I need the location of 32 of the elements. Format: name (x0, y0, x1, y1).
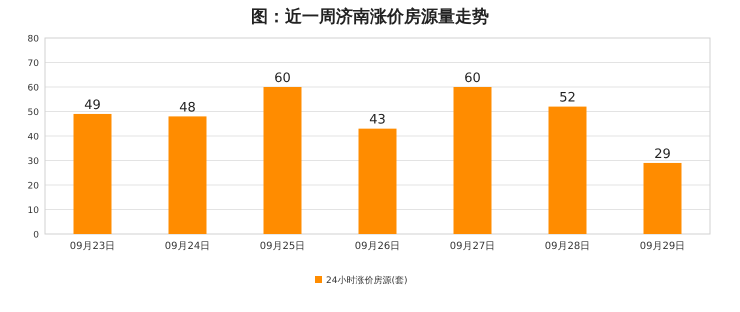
chart-title: 图：近一周济南涨价房源量走势 (251, 7, 489, 27)
y-tick-label: 0 (33, 230, 40, 240)
bar (548, 106, 586, 234)
x-tick-label: 09月24日 (164, 241, 210, 252)
x-tick-label: 09月25日 (260, 241, 306, 252)
y-tick-label: 60 (28, 84, 40, 94)
y-tick-label: 50 (28, 108, 40, 118)
bar (74, 114, 112, 234)
data-label: 60 (464, 71, 481, 86)
data-label: 60 (274, 71, 291, 86)
y-tick-label: 30 (28, 157, 40, 167)
y-tick-label: 20 (28, 182, 40, 192)
legend-label: 24小时涨价房源(套) (326, 275, 408, 286)
x-tick-label: 09月26日 (354, 241, 400, 252)
y-tick-label: 80 (28, 34, 40, 44)
y-tick-label: 40 (28, 132, 40, 142)
data-label: 52 (559, 90, 576, 106)
data-label: 48 (179, 100, 196, 116)
data-label: 29 (654, 146, 671, 162)
x-tick-label: 09月27日 (450, 241, 496, 252)
data-label: 43 (369, 112, 386, 128)
bar (644, 162, 682, 234)
bar (454, 87, 492, 234)
data-label: 49 (84, 98, 101, 113)
bar (358, 128, 396, 234)
x-tick-label: 09月28日 (544, 241, 590, 252)
x-tick-label: 09月23日 (70, 241, 116, 252)
y-tick-label: 10 (28, 206, 40, 216)
bar (168, 116, 206, 234)
y-tick-label: 70 (28, 59, 40, 69)
bar (264, 87, 302, 234)
x-tick-label: 09月29日 (640, 241, 686, 252)
